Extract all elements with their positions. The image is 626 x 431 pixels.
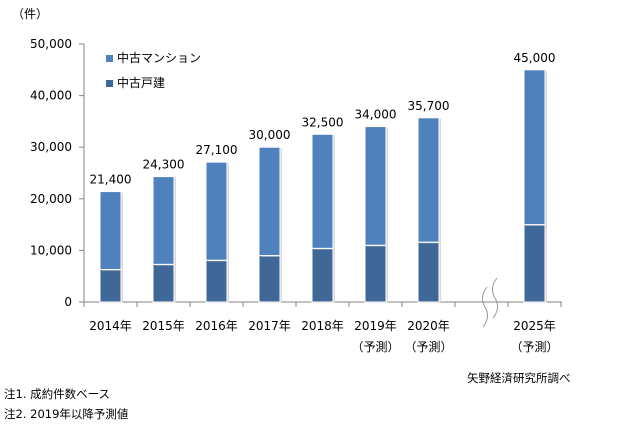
legend-label: 中古マンション: [117, 50, 201, 65]
total-label: 34,000: [355, 108, 397, 122]
total-label: 27,100: [196, 143, 238, 157]
bar-kodate: [417, 241, 440, 303]
total-label: 45,000: [514, 51, 556, 65]
bar-kodate: [99, 268, 122, 303]
source-label: 矢野経済研究所調べ: [467, 371, 571, 385]
total-label: 35,700: [408, 99, 450, 113]
x-tick-sublabel: （予測）: [351, 340, 399, 354]
bar-mansion: [364, 126, 387, 246]
axis-break-mark: [491, 277, 499, 319]
bar-mansion: [258, 146, 281, 257]
total-label: 24,300: [143, 158, 185, 172]
legend-swatch: [106, 80, 113, 87]
bar-kodate: [523, 224, 546, 303]
bar-mansion: [417, 117, 440, 243]
y-tick-label: 30,000: [30, 140, 72, 154]
legend-label: 中古戸建: [117, 75, 165, 90]
legend-swatch: [106, 55, 113, 62]
axis-break-mark: [481, 286, 489, 328]
y-tick-label: 50,000: [30, 37, 72, 51]
bar-kodate: [152, 263, 175, 303]
x-tick-label: 2016年: [195, 319, 238, 333]
bar-kodate: [311, 247, 334, 303]
x-tick-sublabel: （予測）: [510, 340, 558, 354]
bar-kodate: [364, 244, 387, 303]
note-2: 注2. 2019年以降予測値: [4, 407, 129, 421]
total-label: 32,500: [302, 115, 344, 129]
y-unit-label: （件）: [12, 7, 48, 21]
bar-mansion: [205, 161, 228, 261]
bar-mansion: [311, 133, 334, 249]
bar-mansion: [152, 176, 175, 265]
x-tick-label: 2014年: [89, 319, 132, 333]
y-tick-label: 10,000: [30, 243, 72, 257]
note-1: 注1. 成約件数ベース: [4, 387, 111, 401]
x-tick-label: 2019年: [354, 319, 397, 333]
y-tick-label: 40,000: [30, 89, 72, 103]
x-tick-label: 2020年: [407, 319, 450, 333]
x-tick-label: 2025年: [513, 319, 556, 333]
bar-mansion: [99, 191, 122, 270]
bar-kodate: [205, 259, 228, 303]
x-tick-sublabel: （予測）: [404, 340, 452, 354]
y-tick-label: 0: [64, 295, 72, 309]
x-tick-label: 2015年: [142, 319, 185, 333]
total-label: 21,400: [90, 173, 132, 187]
bar-mansion: [523, 69, 546, 226]
x-tick-label: 2017年: [248, 319, 291, 333]
bar-kodate: [258, 255, 281, 303]
total-label: 30,000: [249, 128, 291, 142]
y-tick-label: 20,000: [30, 192, 72, 206]
x-tick-label: 2018年: [301, 319, 344, 333]
